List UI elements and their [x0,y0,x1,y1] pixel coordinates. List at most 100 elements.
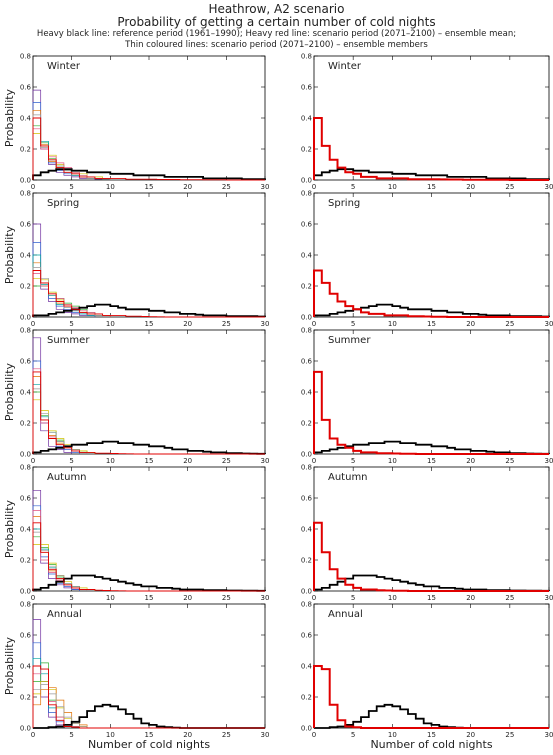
y-tick-label: 0.8 [301,464,312,472]
y-tick-label: 0.2 [301,146,312,154]
x-tick-label: 5 [69,731,73,739]
y-tick-label: 0.4 [301,663,313,671]
reference-period-line [33,703,265,729]
panel-winter-right: 0 5 10 15 20 25 30 0.0 0.2 0.4 0.6 0.8 Winter [301,53,553,192]
ensemble-mean-line [313,269,549,318]
plot-frame [313,329,550,455]
plot-frame [32,329,266,455]
panel-spring-right: 0 5 10 15 20 25 30 0.0 0.2 0.4 0.6 0.8 Spring [301,190,553,329]
x-tick-label: 20 [183,594,192,602]
plot-frame [313,192,550,318]
x-tick-label: 10 [388,457,397,465]
panel-annual-left: 0 5 10 15 20 25 30 0.0 0.2 0.4 0.6 0.8 Annual Probabi… [3,601,269,752]
x-tick-label: 0 [31,183,35,191]
x-tick-label: 0 [312,320,316,328]
x-tick-label: 20 [183,457,192,465]
y-axis-label: Probability [3,88,16,147]
plot-frame [313,466,550,592]
y-tick-label: 0.8 [301,601,312,609]
y-tick-label: 0.2 [301,557,312,565]
y-tick-label: 0.6 [301,221,313,229]
x-tick-label: 30 [261,320,270,328]
y-tick-label: 0.2 [20,694,31,702]
x-tick-label: 20 [466,594,475,602]
x-tick-label: 15 [145,594,154,602]
y-tick-label: 0.0 [301,588,312,596]
y-tick-label: 0.0 [20,314,31,322]
x-tick-label: 5 [351,594,355,602]
ensemble-mean-line [32,270,265,318]
legend-note-line2: Thin coloured lines: scenario period (20… [125,40,428,50]
x-tick-label: 5 [351,731,355,739]
y-tick-label: 0.8 [20,601,31,609]
y-tick-label: 0.2 [20,283,31,291]
season-label: Annual [47,609,82,620]
ensemble-mean-line [313,370,549,455]
ensemble-mean-line [313,665,549,729]
reference-period-line [314,703,549,729]
x-tick-label: 25 [505,731,514,739]
season-label: Autumn [328,472,368,483]
y-tick-label: 0.6 [20,221,32,229]
x-tick-label: 10 [388,731,397,739]
x-tick-label: 0 [31,457,35,465]
x-tick-label: 15 [427,183,436,191]
x-tick-label: 15 [427,320,436,328]
x-tick-label: 0 [31,320,35,328]
x-tick-label: 30 [261,183,270,191]
panel-annual-right: 0 5 10 15 20 25 30 0.0 0.2 0.4 0.6 0.8 Annual Number … [301,601,553,752]
ensemble-member-line [32,684,88,728]
season-label: Summer [47,335,90,346]
x-tick-label: 30 [545,320,553,328]
y-tick-label: 0.6 [20,632,32,640]
season-label: Autumn [47,472,87,483]
x-tick-label: 20 [466,457,475,465]
y-tick-label: 0.2 [301,420,312,428]
y-tick-label: 0.4 [20,389,32,397]
x-tick-label: 10 [106,320,115,328]
y-tick-label: 0.0 [20,725,31,733]
x-tick-label: 10 [106,183,115,191]
y-tick-label: 0.0 [20,451,31,459]
x-tick-label: 10 [388,320,397,328]
x-tick-label: 5 [351,457,355,465]
y-tick-label: 0.0 [301,314,312,322]
x-tick-label: 5 [69,320,73,328]
y-tick-label: 0.8 [20,464,31,472]
y-tick-label: 0.2 [20,420,31,428]
y-tick-label: 0.8 [20,53,31,61]
ensemble-member-line [32,657,73,728]
x-tick-label: 30 [545,594,553,602]
ensemble-mean-line [313,117,549,181]
ensemble-mean-line [32,117,265,181]
reference-period-line [313,303,550,318]
x-tick-label: 20 [183,183,192,191]
x-tick-label: 15 [145,320,154,328]
x-tick-label: 15 [427,594,436,602]
x-tick-label: 10 [106,594,115,602]
x-tick-label: 0 [312,594,316,602]
y-tick-label: 0.4 [20,526,32,534]
y-tick-label: 0.8 [20,327,31,335]
y-tick-label: 0.8 [301,190,312,198]
figure-title: Heathrow, A2 scenario [208,2,345,16]
x-tick-label: 30 [261,457,270,465]
x-tick-label: 30 [545,183,553,191]
y-tick-label: 0.2 [301,694,312,702]
x-tick-label: 5 [351,320,355,328]
ensemble-mean-line [32,665,265,729]
y-tick-label: 0.4 [301,526,313,534]
x-tick-label: 5 [69,457,73,465]
y-tick-label: 0.4 [20,252,32,260]
x-tick-label: 0 [312,457,316,465]
x-tick-label: 30 [261,731,270,739]
panel-autumn-right: 0 5 10 15 20 25 30 0.0 0.2 0.4 0.6 0.8 Autumn [301,464,553,603]
x-tick-label: 25 [505,183,514,191]
ensemble-member-line [32,89,111,180]
reference-period-line [32,303,266,318]
x-tick-label: 20 [466,183,475,191]
y-tick-label: 0.4 [301,115,313,123]
plot-frame [32,192,266,318]
x-tick-label: 15 [145,457,154,465]
